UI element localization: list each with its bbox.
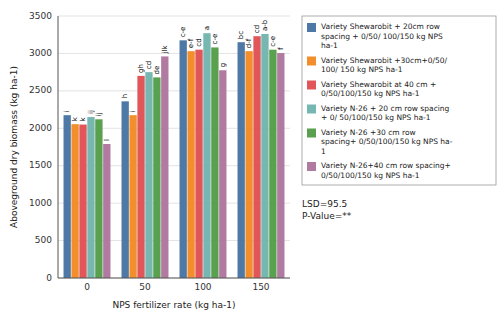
y-tick-label: 500 [35,235,52,245]
bar [187,51,194,278]
bar-annotation: i [63,110,71,112]
bar [79,125,86,278]
y-tick-label: 0 [46,273,52,283]
grid [58,16,290,278]
bar [245,51,252,278]
legend-entry: Variety Shewarobit at 40 cm +0/50/100/15… [321,80,436,99]
bar [153,77,160,278]
x-axis-line [58,278,290,279]
x-tick-label: 100 [194,282,211,292]
bar-annotation: c-e [211,34,219,45]
bar-annotation: g [219,63,227,67]
bar [87,117,94,278]
bar [122,101,129,278]
bar-annotation: cd [145,61,153,69]
bar-annotation: f [277,47,285,50]
y-tick-label: 1000 [29,198,52,208]
bar [95,119,102,278]
legend-swatch [307,81,316,90]
bar [71,124,78,278]
bar-annotation: de [153,66,161,75]
bar [103,144,110,278]
bar [145,72,152,278]
bar [64,115,71,278]
bar-annotation: a [203,26,211,30]
annotation: LSD=95.5P-Value=** [302,199,352,221]
bar [261,34,268,278]
bar [277,53,284,278]
grid-line [58,278,290,279]
bar-annotation: jlk [161,45,169,55]
bar-annotation: k [71,116,79,121]
bar-annotation: cd [195,38,203,46]
chart: 0500100015002000250030003500ihc-ebckie-f… [0,0,500,325]
bar [203,33,210,278]
bar [253,36,260,278]
y-axis-line [58,16,59,278]
bar-annotation: bc [237,31,245,39]
x-tick-label: 150 [252,282,269,292]
legend-entry: Variety Shewarobit + 20cm rowspacing + 0… [321,22,443,50]
bar-annotation: c-e [269,36,277,47]
legend-swatch [307,23,316,32]
legend-box [302,16,496,185]
grid-line [58,16,290,17]
bar-annotations: ihc-ebckie-fd-fkghcdcdijcdaa-bijdec-ec-e… [63,19,285,141]
bar [195,50,202,278]
bar [238,42,245,278]
bar [161,56,168,278]
bar-annotation: e-f [187,38,195,48]
legend-swatch [307,105,316,114]
bar-annotation: cd [253,25,261,33]
bar [219,70,226,278]
legend-entry: Variety N-26+40 cm row spacing+0/50/100/… [321,161,451,180]
bar [129,115,136,278]
bar-annotation: k [79,117,87,122]
bar-annotation: i [129,110,137,112]
bar-annotation: h [121,94,129,98]
bar [137,76,144,278]
bar-annotation: d-f [245,38,253,48]
bar [211,47,218,278]
legend-swatch [307,129,316,138]
legend-swatch [307,57,316,66]
legend-entry: Variety Shewarobit +30cm+0/50/100/ 150 k… [321,56,448,75]
bar-annotation: ij [87,110,95,114]
bar [180,40,187,278]
y-tick-label: 3500 [29,11,52,21]
bars [64,33,285,278]
legend-entry: Variety N-26 +30 cm rowspacing+ 0/50/100… [321,128,453,156]
y-axis-label: Aboveground dry biomass (kg ha-1) [9,66,19,228]
bar-annotation: ij [95,112,103,116]
y-tick-label: 2000 [29,123,52,133]
bar-annotation: a-b [261,19,269,31]
legend-entry: Variety N-26 + 20 cm row spacing+ 0/ 50/… [321,104,450,123]
x-tick-label: 0 [84,282,90,292]
x-axis-label: NPS fertilizer rate (kg ha-1) [112,300,235,310]
bar-annotation: c-e [179,27,187,38]
bar [269,50,276,278]
y-tick-label: 1500 [29,160,52,170]
legend: Variety Shewarobit + 20cm rowspacing + 0… [302,16,496,185]
y-tick-label: 2500 [29,85,52,95]
y-tick-label: 3000 [29,48,52,58]
x-tick-label: 50 [139,282,151,292]
legend-swatch [307,162,316,171]
bar-annotation: l [103,139,111,141]
bar-annotation: gh [137,64,145,73]
